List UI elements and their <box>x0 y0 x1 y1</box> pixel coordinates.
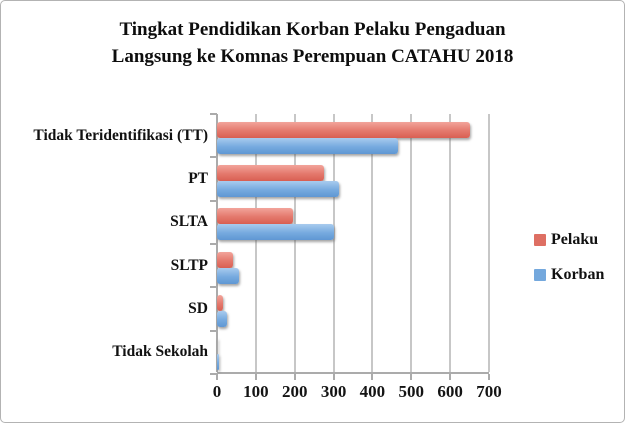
chart-title-line2: Langsung ke Komnas Perempuan CATAHU 2018 <box>111 46 514 67</box>
bar-pelaku <box>217 294 224 311</box>
x-axis-tick <box>254 374 257 380</box>
x-axis-label-600: 600 <box>437 382 463 401</box>
bar-pelaku <box>217 251 233 268</box>
y-axis-tick <box>210 113 217 115</box>
plot-area <box>210 113 490 380</box>
bar-korban <box>217 137 398 154</box>
category-label: SLTP <box>170 256 208 274</box>
legend-swatch-pelaku <box>534 234 546 246</box>
bar-korban <box>217 354 219 371</box>
x-axis-label-0: 0 <box>212 382 222 401</box>
x-axis-tick <box>293 374 296 380</box>
x-axis-tick <box>332 374 335 380</box>
chart-title-line1: Tingkat Pendidikan Korban Pelaku Pengadu… <box>119 19 506 40</box>
x-axis-labels: 0 100 200 300 400 500 600 700 <box>213 382 502 404</box>
category-labels: Tidak Teridentifikasi (TT) PT SLTA SLTP SD Ti… <box>7 114 208 374</box>
y-axis-tick <box>210 156 217 159</box>
bar-pelaku <box>217 164 324 181</box>
legend: Pelaku Korban <box>534 231 604 284</box>
category-label: Tidak Sekolah <box>112 343 208 361</box>
gridline-400 <box>371 114 374 372</box>
legend-swatch-korban <box>534 269 546 281</box>
y-axis-tick <box>210 199 217 202</box>
bar-pelaku <box>217 121 470 138</box>
x-axis-tick <box>449 374 452 380</box>
y-axis-tick <box>210 243 217 245</box>
legend-label: Korban <box>551 266 605 283</box>
bar-korban <box>217 180 340 197</box>
category-label: SLTA <box>170 213 208 231</box>
bar-pelaku <box>217 208 293 225</box>
bar-korban <box>217 224 334 241</box>
x-axis-label-200: 200 <box>281 382 308 401</box>
legend-item-korban: Korban <box>534 266 604 284</box>
x-axis-label-500: 500 <box>398 382 425 401</box>
category-label: SD <box>188 299 208 317</box>
chart-title: Tingkat Pendidikan Korban Pelaku Pengadu… <box>1 16 624 70</box>
y-axis-tick <box>210 373 217 375</box>
x-axis-tick <box>216 374 218 380</box>
x-axis-label-700: 700 <box>476 382 502 401</box>
gridline-500 <box>410 114 413 372</box>
x-axis-tick <box>410 374 413 380</box>
x-axis-tick <box>488 374 490 380</box>
gridline-200 <box>293 114 296 372</box>
gridline-0 <box>216 114 218 372</box>
bar-korban <box>217 267 240 284</box>
x-axis-label-300: 300 <box>320 382 347 401</box>
category-label: Tidak Teridentifikasi (TT) <box>33 126 208 144</box>
category-label: PT <box>188 169 208 187</box>
x-axis-tick <box>371 374 374 380</box>
legend-label: Pelaku <box>551 231 599 248</box>
x-axis-label-400: 400 <box>359 382 386 401</box>
gridline-700 <box>488 114 490 372</box>
bar-korban <box>217 310 228 327</box>
gridline-300 <box>332 114 335 372</box>
gridline-600 <box>449 114 452 372</box>
y-axis-tick <box>210 329 217 332</box>
y-axis-tick <box>210 286 217 289</box>
x-axis-label-100: 100 <box>243 382 269 401</box>
legend-item-pelaku: Pelaku <box>534 231 604 249</box>
gridline-100 <box>254 114 257 372</box>
